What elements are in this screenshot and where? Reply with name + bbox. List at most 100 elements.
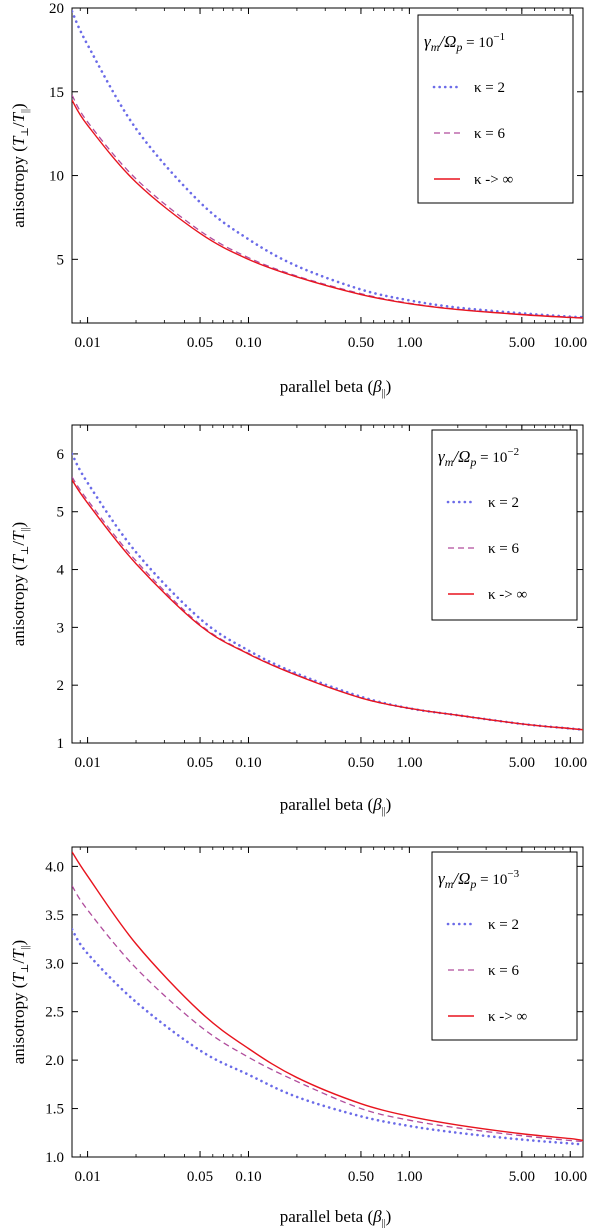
y-tick-label: 15 (49, 85, 64, 101)
y-axis-label-perp-sub: ⊥ (20, 127, 31, 136)
series-line-kappa-inf (72, 99, 583, 319)
legend-gamma: γ (438, 447, 446, 466)
chart-panel-1: 0.01 0.05 0.10 0.50 1.00 5.00 10.00 5 10 15 20 γm/Ω… (9, 1, 587, 399)
legend-title: γm/Ωp = 10−1 (424, 31, 505, 54)
legend-label: κ -> ∞ (488, 587, 527, 603)
x-axis-label: parallel beta (β||) (280, 1207, 392, 1228)
legend-label: κ = 2 (488, 917, 519, 933)
x-tick-label: 0.50 (348, 1169, 374, 1185)
y-tick-label: 10 (49, 169, 64, 185)
legend-box (431, 851, 578, 1041)
y-axis-label-perp-sub: ⊥ (20, 964, 31, 973)
x-axis-label-text: parallel beta (280, 795, 364, 814)
x-tick-label: 1.00 (396, 335, 422, 351)
x-tick-label: 0.10 (235, 1169, 261, 1185)
legend-eq: = 10 (476, 872, 507, 888)
plot-frame (71, 846, 584, 1158)
x-tick-label: 10.00 (553, 335, 587, 351)
y-axis-label-par-sub: || (20, 109, 31, 113)
series-group (72, 452, 583, 732)
y-tick-label: 2.5 (45, 1005, 64, 1021)
legend-eq: = 10 (462, 35, 493, 51)
y-tick-label: 20 (49, 1, 64, 17)
legend-omega-sub: p (469, 877, 476, 891)
y-tick-label: 2 (57, 678, 65, 694)
y-tick-label: 1 (57, 736, 65, 752)
x-tick-label: 0.50 (348, 335, 374, 351)
legend-gamma: γ (424, 32, 432, 51)
legend-omega: /Ω (452, 869, 470, 888)
legend-box (417, 14, 574, 204)
x-axis-label-sub: || (382, 806, 386, 817)
legend-eq: = 10 (476, 450, 507, 466)
plot-frame (71, 424, 584, 744)
legend-gamma-sub: m (431, 40, 440, 54)
legend-omega: /Ω (438, 32, 456, 51)
x-tick-label: 10.00 (553, 1169, 587, 1185)
y-axis-label-tpar: T (9, 111, 28, 122)
legend-exponent: −2 (507, 446, 519, 458)
y-axis-label-text: anisotropy (9, 574, 28, 646)
x-tick-label: 1.00 (396, 1169, 422, 1185)
plot-frame (71, 7, 584, 324)
x-tick-label: 10.00 (553, 755, 587, 771)
y-axis-label: anisotropy (T⊥/T||) (9, 103, 31, 227)
y-axis-label-tperp: T (9, 554, 28, 565)
x-axis-label-sub: || (382, 1218, 386, 1228)
y-axis-label-text: anisotropy (9, 155, 28, 227)
y-tick-label: 5 (57, 505, 65, 521)
legend: γm/Ωp = 10−1 κ = 2 κ = 6 κ -> ∞ (417, 14, 574, 204)
x-axis-label: parallel beta (β||) (280, 377, 392, 399)
legend-omega-sub: p (455, 40, 462, 54)
legend-omega: /Ω (452, 447, 470, 466)
y-axis-label-par-sub: || (20, 945, 31, 949)
y-axis-label-tpar: T (9, 948, 28, 959)
y-axis-label-tpar: T (9, 530, 28, 541)
y-tick-label: 3 (57, 620, 65, 636)
x-axis-label-sub: || (382, 388, 386, 399)
y-tick-label: 2.0 (45, 1053, 64, 1069)
x-axis-label-text: parallel beta (280, 377, 364, 396)
y-axis-label-perp-sub: ⊥ (20, 546, 31, 555)
legend-label: κ -> ∞ (474, 172, 513, 188)
series-line-kappa-inf (72, 851, 583, 1142)
x-tick-label: 0.10 (235, 755, 261, 771)
x-axis-label-beta: β (372, 1207, 382, 1226)
legend-gamma-sub: m (445, 877, 454, 891)
y-tick-label: 5 (57, 252, 65, 268)
series-group (72, 10, 583, 319)
y-tick-label: 1.5 (45, 1102, 64, 1118)
y-tick-label: 6 (57, 447, 65, 463)
series-line-kappa-inf (72, 479, 583, 731)
legend: γm/Ωp = 10−3 κ = 2 κ = 6 κ -> ∞ (431, 851, 578, 1041)
x-tick-label: 5.00 (509, 335, 535, 351)
x-axis-label: parallel beta (β||) (280, 795, 392, 817)
y-axis-label-tperp: T (9, 135, 28, 146)
legend-title: γm/Ωp = 10−3 (438, 868, 520, 891)
y-axis-label: anisotropy (T⊥/T||) (9, 940, 31, 1064)
y-tick-label: 3.5 (45, 908, 64, 924)
series-line-kappa-2 (72, 10, 583, 319)
legend-gamma: γ (438, 869, 446, 888)
x-axis-label-text: parallel beta (280, 1207, 364, 1226)
x-tick-label: 0.01 (74, 335, 100, 351)
legend-title: γm/Ωp = 10−2 (438, 446, 519, 469)
legend-exponent: −1 (493, 31, 505, 43)
y-axis-label-text: anisotropy (9, 992, 28, 1064)
legend-exponent: −3 (507, 868, 519, 880)
x-tick-label: 1.00 (396, 755, 422, 771)
x-tick-label: 0.50 (348, 755, 374, 771)
x-tick-label: 0.01 (74, 1169, 100, 1185)
legend-omega-sub: p (469, 455, 476, 469)
x-tick-label: 0.05 (187, 755, 213, 771)
legend-gamma-sub: m (445, 455, 454, 469)
y-tick-label: 3.0 (45, 956, 64, 972)
chart-panel-3: 0.01 0.05 0.10 0.50 1.00 5.00 10.00 1.0 1.5 2.0 2.… (9, 846, 587, 1228)
legend-label: κ -> ∞ (488, 1009, 527, 1025)
y-tick-label: 4.0 (45, 859, 64, 875)
y-tick-label: 1.0 (45, 1150, 64, 1166)
x-tick-label: 0.05 (187, 1169, 213, 1185)
y-tick-label: 4 (57, 563, 65, 579)
y-axis-label-par-sub: || (20, 527, 31, 531)
